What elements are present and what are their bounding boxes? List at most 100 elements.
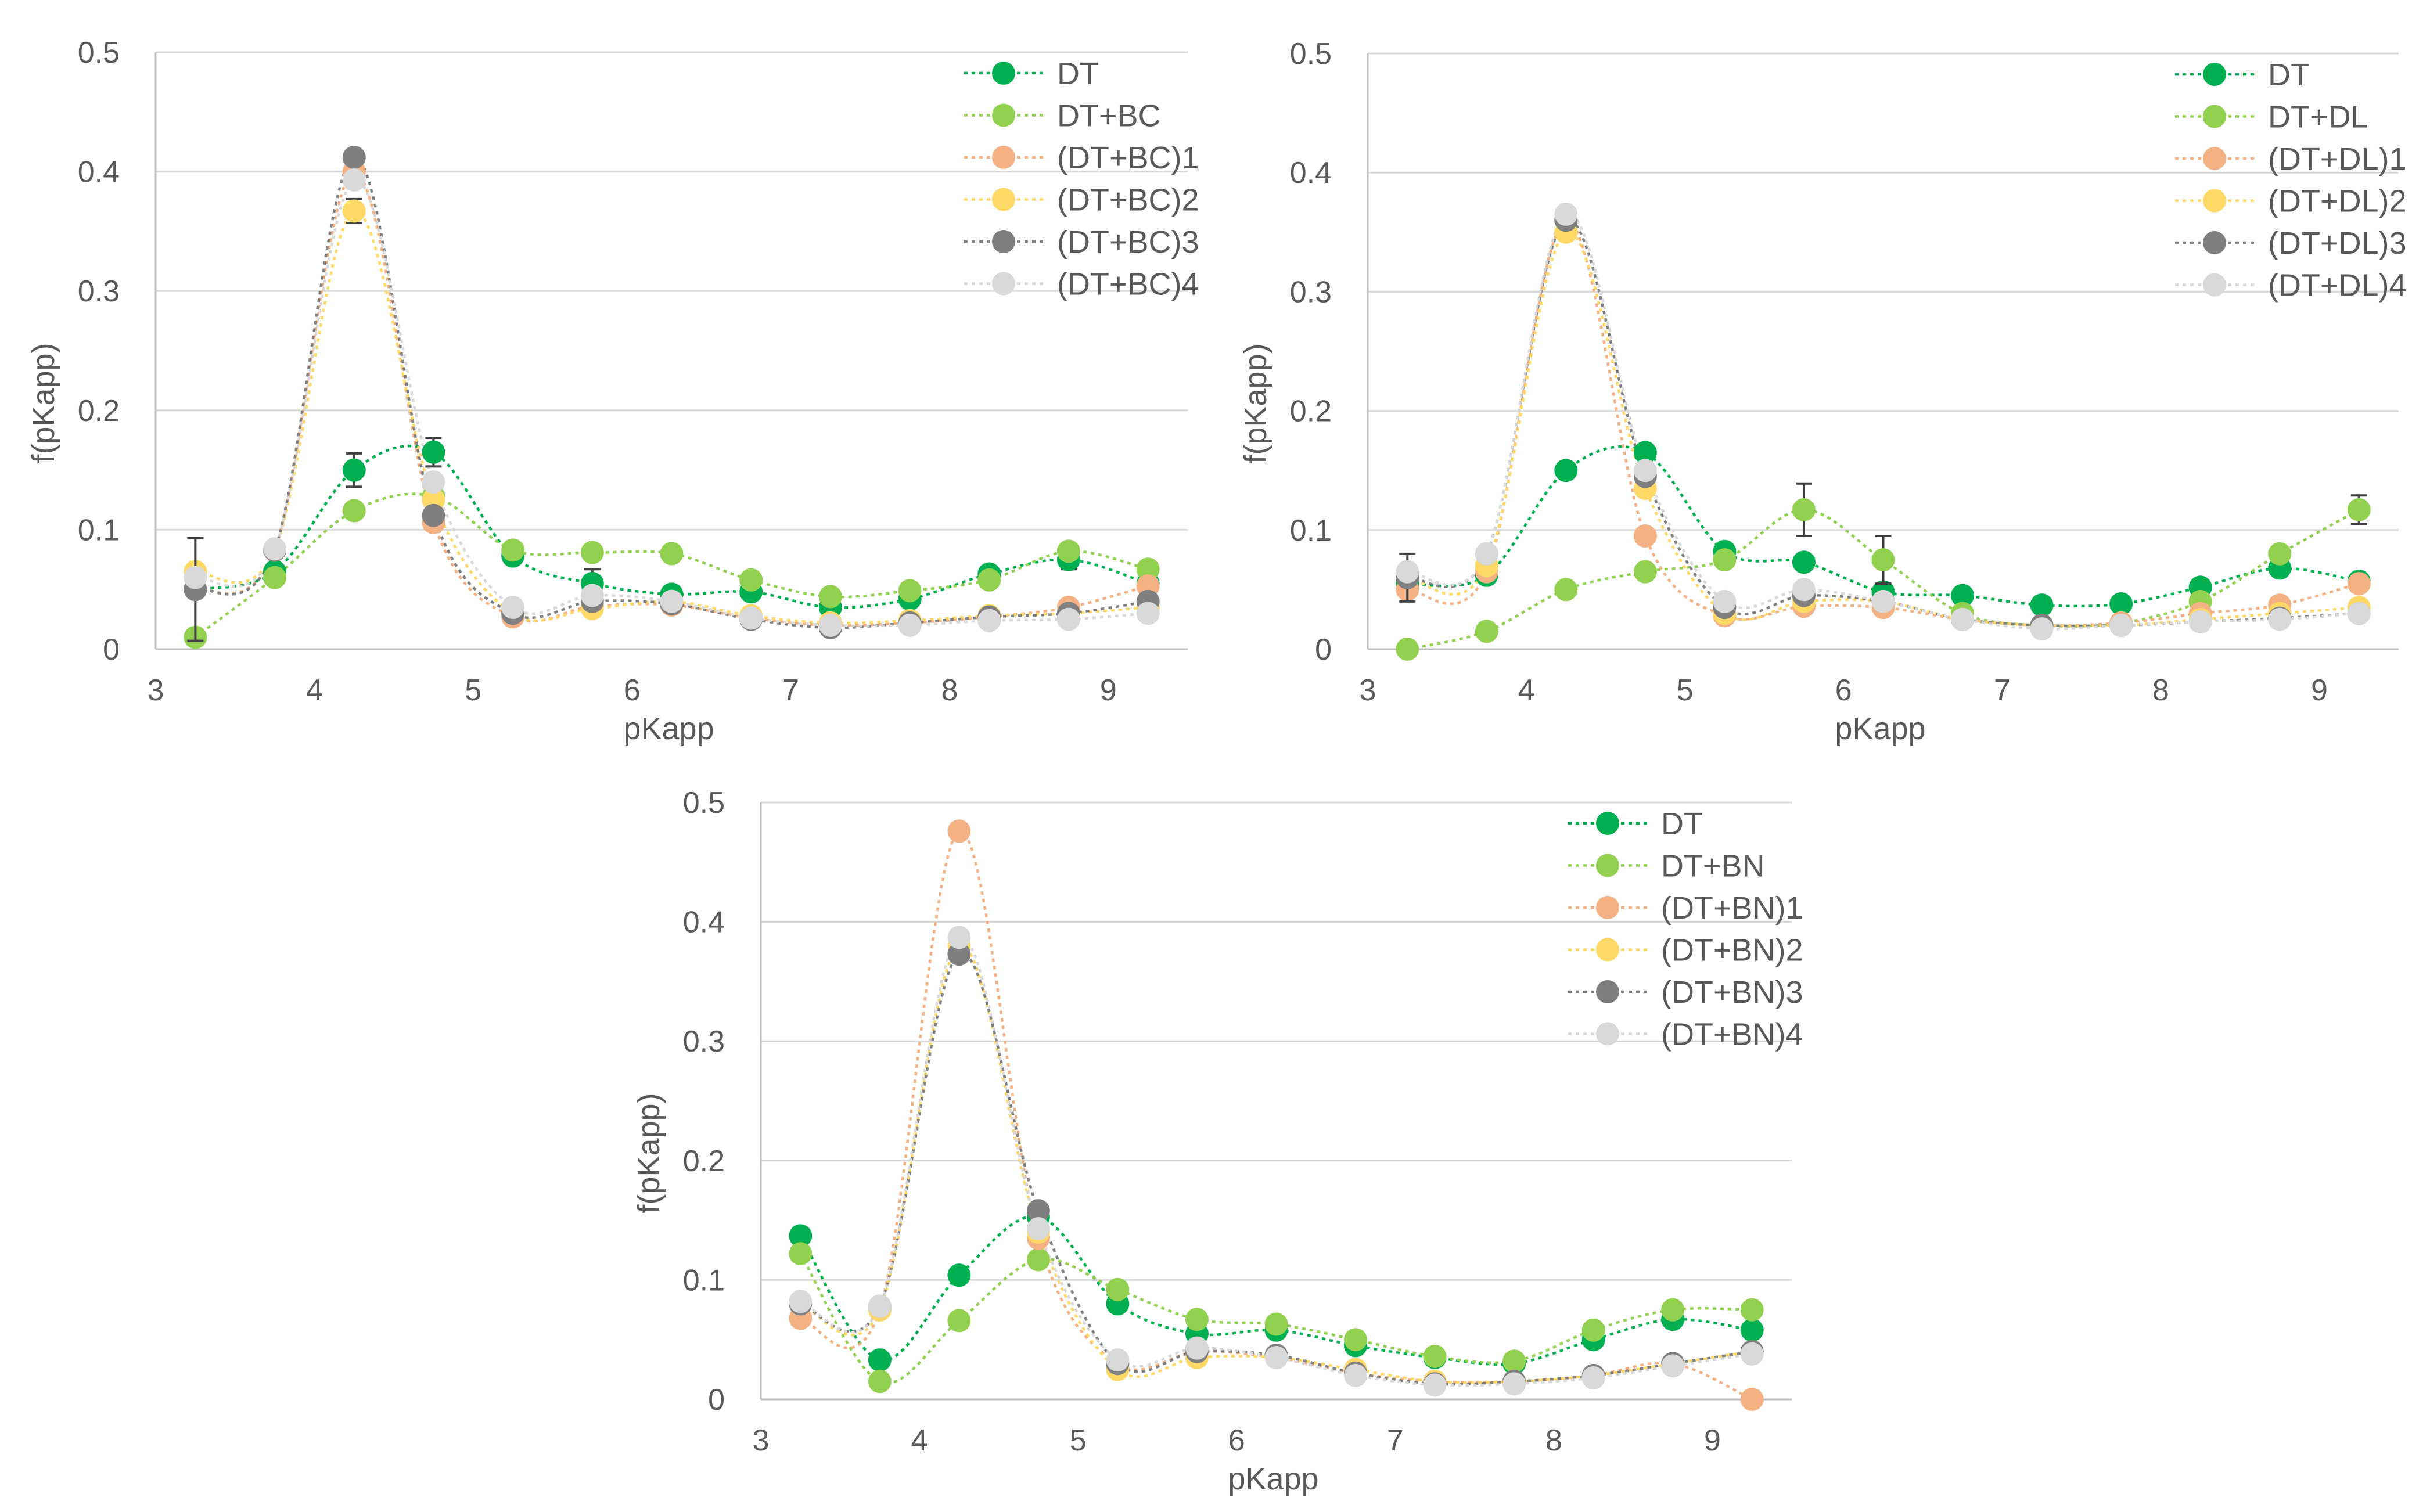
legend-label: (DT+BC)3 [1057,225,1199,260]
x-tick-label: 5 [1677,674,1694,707]
y-tick-label: 0.3 [1290,275,1332,309]
legend-marker [2203,189,2226,213]
data-point [2347,602,2371,625]
y-tick-label: 0.3 [683,1025,725,1059]
series-line [800,935,1753,1387]
y-tick-label: 0 [103,633,120,667]
legend-marker [1596,896,1619,919]
legend-label: (DT+BC)1 [1057,141,1199,175]
data-point [1056,539,1080,563]
x-tick-label: 6 [1228,1424,1245,1457]
legend-label: DT+BC [1057,99,1161,134]
data-point [1185,1308,1209,1331]
data-point [1740,1298,1764,1322]
y-axis-title: f(pKapp) [1238,343,1273,463]
data-point [1185,1336,1209,1360]
y-tick-label: 0.5 [78,36,120,70]
data-point [1423,1344,1447,1368]
data-point [1344,1328,1368,1352]
legend-label: DT+BN [1661,849,1765,884]
data-point [501,538,525,562]
data-point [1633,441,1657,465]
x-tick-label: 8 [2152,674,2169,707]
y-tick-label: 0.3 [78,275,120,308]
x-tick-label: 3 [1360,674,1376,707]
data-point [1554,578,1578,602]
data-point [977,568,1001,592]
data-point [2109,592,2133,616]
data-point [1423,1373,1447,1397]
x-tick-label: 7 [782,674,799,707]
series-line [800,829,1753,1401]
data-point [1740,1342,1764,1366]
data-point [422,470,445,494]
data-point [818,585,842,609]
series-line [799,1215,1753,1366]
y-tick-label: 0.4 [683,906,725,939]
y-tick-label: 0.1 [1290,514,1332,548]
y-axis-title: f(pKapp) [26,343,61,463]
data-point [2030,593,2054,617]
data-point [739,568,763,592]
data-point [1026,1199,1050,1223]
data-point [1136,602,1160,625]
series-line [1407,219,2360,627]
x-tick-label: 5 [1070,1424,1087,1457]
y-tick-label: 0.4 [78,156,120,189]
y-tick-label: 0.1 [683,1263,725,1297]
x-tick-label: 9 [2311,674,2328,707]
chart-panel-top-left: 0 0.1 0.2 0.3 0.4 0.5 3 4 5 6 7 8 9 pKapp f(pKapp) DT DT… [26,36,1199,746]
legend-label: (DT+DL)4 [2268,268,2407,303]
data-point [868,1370,892,1394]
data-point [580,584,604,607]
data-point [947,1263,971,1287]
x-tick-label: 3 [753,1424,770,1457]
legend-label: DT+DL [2268,100,2368,135]
data-point [1554,459,1578,483]
x-tick-label: 7 [1387,1424,1404,1457]
series-line [195,156,1149,629]
x-axis-title: pKapp [1228,1461,1318,1496]
data-point [1951,607,1975,631]
data-point [2188,610,2212,633]
data-point [1792,578,1816,602]
y-tick-label: 0.5 [1290,37,1332,71]
data-point [1792,498,1816,521]
x-tick-label: 9 [1100,674,1117,707]
data-point [1581,1366,1605,1389]
legend-label: (DT+BC)2 [1057,183,1199,218]
y-tick-label: 0.2 [683,1144,725,1178]
data-point [898,613,922,637]
data-point [1026,1248,1050,1272]
data-point [422,440,445,464]
y-tick-label: 0.1 [78,513,120,547]
data-point [2347,498,2371,521]
data-point [1264,1346,1288,1370]
data-point [660,542,684,566]
data-point [789,1290,813,1313]
y-tick-label: 0.2 [1290,395,1332,429]
data-point [947,942,971,966]
legend-label: DT [1057,56,1099,91]
data-point [1871,548,1895,572]
legend-marker [2203,105,2226,128]
x-tick-label: 5 [465,674,481,707]
legend-label: DT [2268,57,2310,92]
y-tick-label: 0.2 [78,394,120,428]
y-tick-label: 0 [1315,633,1332,667]
series-line [799,1253,1752,1384]
data-point [1396,560,1419,584]
data-point [1713,589,1737,613]
data-point [263,566,287,589]
legend-marker [992,230,1015,253]
data-point [1661,1298,1685,1322]
legend-marker [1596,812,1619,835]
data-point [868,1348,892,1372]
x-tick-label: 4 [911,1424,928,1457]
y-tick-label: 0 [708,1383,725,1417]
x-tick-label: 4 [306,674,323,707]
data-point [1344,1363,1368,1387]
x-tick-label: 6 [624,674,641,707]
data-point [1554,203,1578,226]
